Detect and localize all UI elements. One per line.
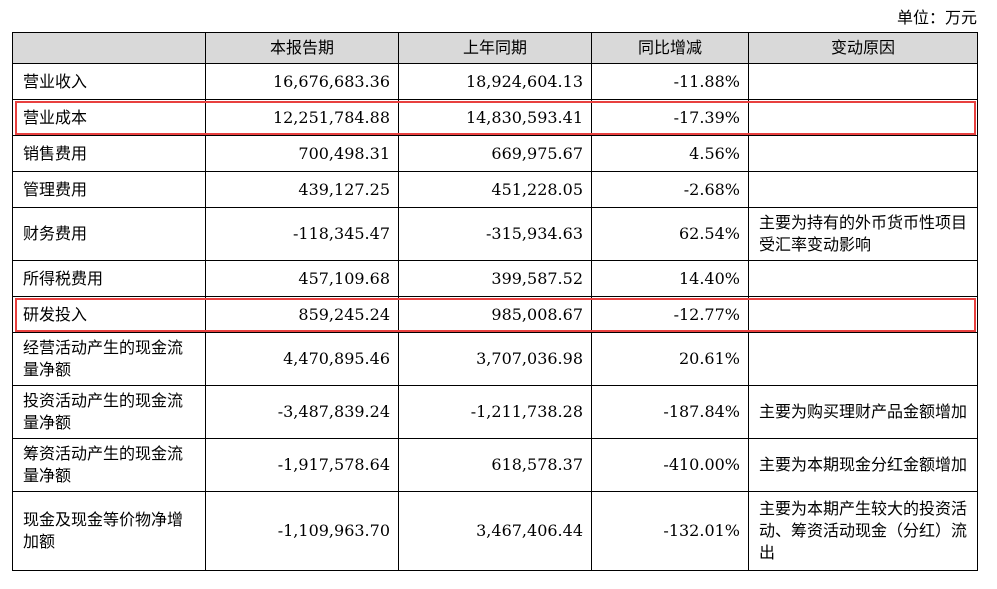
table-row: 筹资活动产生的现金流量净额 -1,917,578.64 618,578.37 -… xyxy=(12,438,978,492)
table-row: 所得税费用 457,109.68 399,587.52 14.40% xyxy=(12,260,978,297)
row-item: 投资活动产生的现金流量净额 xyxy=(12,385,206,439)
row-change: -11.88% xyxy=(591,63,749,100)
header-yoy-change: 同比增减 xyxy=(591,32,749,64)
row-reason: 主要为购买理财产品金额增加 xyxy=(748,385,978,439)
row-reason xyxy=(748,260,978,297)
row-current: 12,251,784.88 xyxy=(205,99,399,136)
row-reason: 主要为本期现金分红金额增加 xyxy=(748,438,978,492)
row-item: 经营活动产生的现金流量净额 xyxy=(12,332,206,386)
table-row: 投资活动产生的现金流量净额 -3,487,839.24 -1,211,738.2… xyxy=(12,385,978,439)
row-change: 4.56% xyxy=(591,135,749,172)
row-item: 筹资活动产生的现金流量净额 xyxy=(12,438,206,492)
row-reason: 主要为持有的外币货币性项目受汇率变动影响 xyxy=(748,207,978,261)
table-row-highlighted: 研发投入 859,245.24 985,008.67 -12.77% xyxy=(12,296,978,333)
header-change-reason: 变动原因 xyxy=(748,32,978,64)
row-item: 管理费用 xyxy=(12,171,206,208)
row-prior: 618,578.37 xyxy=(398,438,592,492)
row-item: 研发投入 xyxy=(12,296,206,333)
row-current: 439,127.25 xyxy=(205,171,399,208)
table-row: 现金及现金等价物净增加额 -1,109,963.70 3,467,406.44 … xyxy=(12,491,978,571)
row-current: 16,676,683.36 xyxy=(205,63,399,100)
row-current: 457,109.68 xyxy=(205,260,399,297)
header-current-period: 本报告期 xyxy=(205,32,399,64)
header-item xyxy=(12,32,206,64)
row-reason xyxy=(748,63,978,100)
row-current: -1,109,963.70 xyxy=(205,491,399,571)
row-prior: -1,211,738.28 xyxy=(398,385,592,439)
row-item: 所得税费用 xyxy=(12,260,206,297)
financial-table: 本报告期 上年同期 同比增减 变动原因 营业收入 16,676,683.36 1… xyxy=(12,32,978,571)
row-prior: 985,008.67 xyxy=(398,296,592,333)
row-change: -132.01% xyxy=(591,491,749,571)
row-change: -17.39% xyxy=(591,99,749,136)
row-item: 营业收入 xyxy=(12,63,206,100)
row-change: 62.54% xyxy=(591,207,749,261)
row-reason xyxy=(748,99,978,136)
table-row: 销售费用 700,498.31 669,975.67 4.56% xyxy=(12,135,978,172)
row-prior: 3,467,406.44 xyxy=(398,491,592,571)
table-row: 管理费用 439,127.25 451,228.05 -2.68% xyxy=(12,171,978,208)
table-row: 营业收入 16,676,683.36 18,924,604.13 -11.88% xyxy=(12,63,978,100)
row-item: 销售费用 xyxy=(12,135,206,172)
row-change: -12.77% xyxy=(591,296,749,333)
row-prior: 399,587.52 xyxy=(398,260,592,297)
row-change: -187.84% xyxy=(591,385,749,439)
row-prior: -315,934.63 xyxy=(398,207,592,261)
row-change: -410.00% xyxy=(591,438,749,492)
row-item: 营业成本 xyxy=(12,99,206,136)
row-reason xyxy=(748,332,978,386)
row-prior: 3,707,036.98 xyxy=(398,332,592,386)
row-current: 859,245.24 xyxy=(205,296,399,333)
row-current: -3,487,839.24 xyxy=(205,385,399,439)
row-prior: 669,975.67 xyxy=(398,135,592,172)
row-change: 20.61% xyxy=(591,332,749,386)
row-current: -1,917,578.64 xyxy=(205,438,399,492)
table-header-row: 本报告期 上年同期 同比增减 变动原因 xyxy=(12,32,978,64)
row-current: -118,345.47 xyxy=(205,207,399,261)
row-reason: 主要为本期产生较大的投资活动、筹资活动现金（分红）流出 xyxy=(748,491,978,571)
table-row: 经营活动产生的现金流量净额 4,470,895.46 3,707,036.98 … xyxy=(12,332,978,386)
row-change: -2.68% xyxy=(591,171,749,208)
row-current: 700,498.31 xyxy=(205,135,399,172)
row-change: 14.40% xyxy=(591,260,749,297)
table-row-highlighted: 营业成本 12,251,784.88 14,830,593.41 -17.39% xyxy=(12,99,978,136)
row-reason xyxy=(748,171,978,208)
row-prior: 14,830,593.41 xyxy=(398,99,592,136)
row-prior: 18,924,604.13 xyxy=(398,63,592,100)
header-prior-period: 上年同期 xyxy=(398,32,592,64)
row-prior: 451,228.05 xyxy=(398,171,592,208)
unit-label: 单位：万元 xyxy=(896,8,977,27)
row-reason xyxy=(748,135,978,172)
row-item: 现金及现金等价物净增加额 xyxy=(12,491,206,571)
table-row: 财务费用 -118,345.47 -315,934.63 62.54% 主要为持… xyxy=(12,207,978,261)
row-current: 4,470,895.46 xyxy=(205,332,399,386)
row-item: 财务费用 xyxy=(12,207,206,261)
row-reason xyxy=(748,296,978,333)
